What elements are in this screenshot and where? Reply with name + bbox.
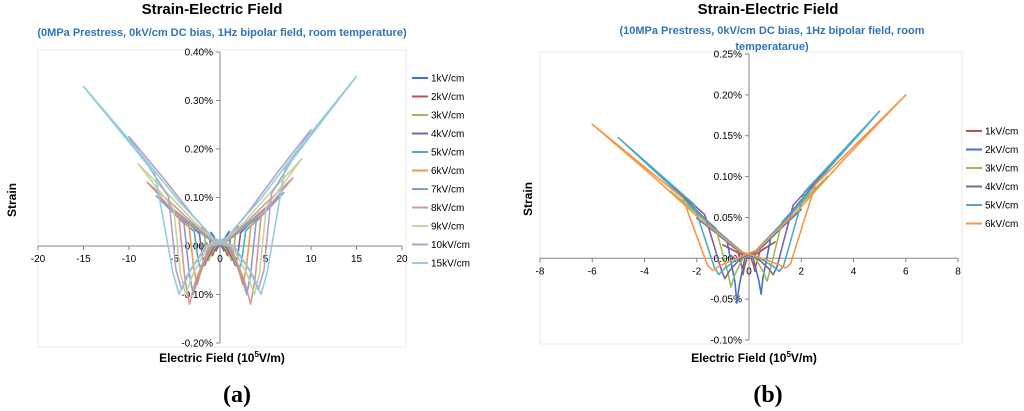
chart-b-y-tick-label: 0.25% — [714, 50, 742, 61]
chart-a-y-tick-label: 0.10% — [185, 193, 213, 204]
chart-b-subtitle-line-1: (10MPa Prestress, 0kV/cm DC bias, 1Hz bi… — [619, 25, 924, 37]
legend-entry-label: 8kV/cm — [431, 203, 464, 214]
legend-entry-label: 3kV/cm — [985, 164, 1018, 175]
chart-b-legend: 1kV/cm 2kV/cm 3kV/cm 4kV/cm 5kV/cm 6kV/cm — [966, 127, 1018, 230]
chart-a-y-tick-label: 0.40% — [185, 48, 213, 59]
legend-entry-label: 2kV/cm — [985, 145, 1018, 156]
chart-b-y-tick-label: 0.15% — [714, 131, 742, 142]
legend-entry-label: 10kV/cm — [431, 240, 470, 251]
chart-b-x-tick-label: 0 — [746, 266, 752, 277]
chart-b-title: Strain-Electric Field — [698, 1, 839, 18]
legend-entry-label: 4kV/cm — [431, 129, 464, 140]
chart-b-y-tick-label: 0.00% — [714, 254, 742, 265]
chart-a-title: Strain-Electric Field — [142, 1, 283, 18]
chart-b-xlabel: Electric Field (105V/m) — [691, 350, 817, 365]
chart-a-xlabel: Electric Field (105V/m) — [159, 350, 285, 365]
chart-b: Strain-Electric Field (10MPa Prestress, … — [521, 1, 1018, 408]
chart-a-y-tick-label: 0.30% — [185, 96, 213, 107]
chart-a-series-15kV/cm — [82, 75, 358, 296]
chart-a-subtitle: (0MPa Prestress, 0kV/cm DC bias, 1Hz bip… — [37, 27, 407, 39]
chart-a-x-tick-label: 20 — [396, 254, 408, 265]
chart-a-panel-label: (a) — [223, 382, 251, 408]
chart-b-series-6kV/cm — [591, 94, 907, 272]
chart-b-x-tick-label: -4 — [640, 266, 649, 277]
chart-a-y-tick-label: 0.00% — [185, 242, 213, 253]
chart-b-panel-label: (b) — [753, 382, 782, 408]
chart-b-plot-frame — [539, 51, 963, 345]
chart-a-y-tick-label: -0.20% — [181, 339, 213, 350]
chart-b-y-tick-label: 0.10% — [714, 172, 742, 183]
chart-a-x-tick-label: -15 — [76, 254, 91, 265]
chart-b-y-tick-label: -0.05% — [710, 295, 742, 306]
chart-a-x-tick-label: 0 — [217, 254, 223, 265]
chart-a-plot-frame — [37, 49, 407, 348]
chart-a-plot: -20 -15 -10 -5 0 5 10 15 20-0.20%-0.10%0.00%0.10… — [31, 48, 408, 350]
chart-a-y-tick-label: -0.10% — [181, 290, 213, 301]
legend-entry-label: 2kV/cm — [431, 92, 464, 103]
chart-a-ylabel: Strain — [5, 183, 19, 217]
chart-a-x-tick-label: 10 — [305, 254, 317, 265]
chart-b-y-tick-label: 0.20% — [714, 90, 742, 101]
chart-b-x-tick-label: 8 — [955, 266, 961, 277]
chart-a-legend: 1kV/cm 2kV/cm 3kV/cm 4kV/cm 5kV/cm 6kV/cm 7kV/… — [412, 74, 470, 270]
legend-entry-label: 1kV/cm — [985, 127, 1018, 138]
chart-b-x-tick-label: 4 — [851, 266, 857, 277]
chart-b-x-tick-label: -6 — [588, 266, 597, 277]
chart-a: Strain-Electric Field (0MPa Prestress, 0… — [5, 1, 470, 408]
chart-b-x-tick-label: 2 — [798, 266, 804, 277]
chart-b-y-tick-label: -0.10% — [710, 336, 742, 347]
chart-b-x-tick-label: -2 — [692, 266, 701, 277]
chart-b-x-tick-label: -8 — [536, 266, 545, 277]
chart-b-subtitle-line-2: temperatarue) — [735, 41, 809, 53]
legend-entry-label: 4kV/cm — [985, 182, 1018, 193]
legend-entry-label: 9kV/cm — [431, 222, 464, 233]
chart-a-y-tick-label: 0.20% — [185, 145, 213, 156]
legend-entry-label: 1kV/cm — [431, 74, 464, 85]
legend-entry-label: 3kV/cm — [431, 111, 464, 122]
chart-b-plot: -8 -6 -4 -2 0 2 4 6 8 -0.10% -0.05% 0.00% 0.05% 0.10%… — [536, 50, 963, 347]
legend-entry-label: 7kV/cm — [431, 185, 464, 196]
legend-entry-label: 5kV/cm — [431, 148, 464, 159]
chart-a-x-tick-label: -10 — [122, 254, 137, 265]
chart-b-ylabel: Strain — [521, 182, 535, 216]
chart-b-y-tick-label: 0.05% — [714, 213, 742, 224]
legend-entry-label: 6kV/cm — [985, 219, 1018, 230]
chart-a-x-tick-label: -20 — [31, 254, 46, 265]
legend-entry-label: 5kV/cm — [985, 201, 1018, 212]
legend-entry-label: 15kV/cm — [431, 259, 470, 270]
chart-a-x-tick-label: 15 — [351, 254, 363, 265]
chart-b-x-tick-label: 6 — [903, 266, 909, 277]
legend-entry-label: 6kV/cm — [431, 166, 464, 177]
